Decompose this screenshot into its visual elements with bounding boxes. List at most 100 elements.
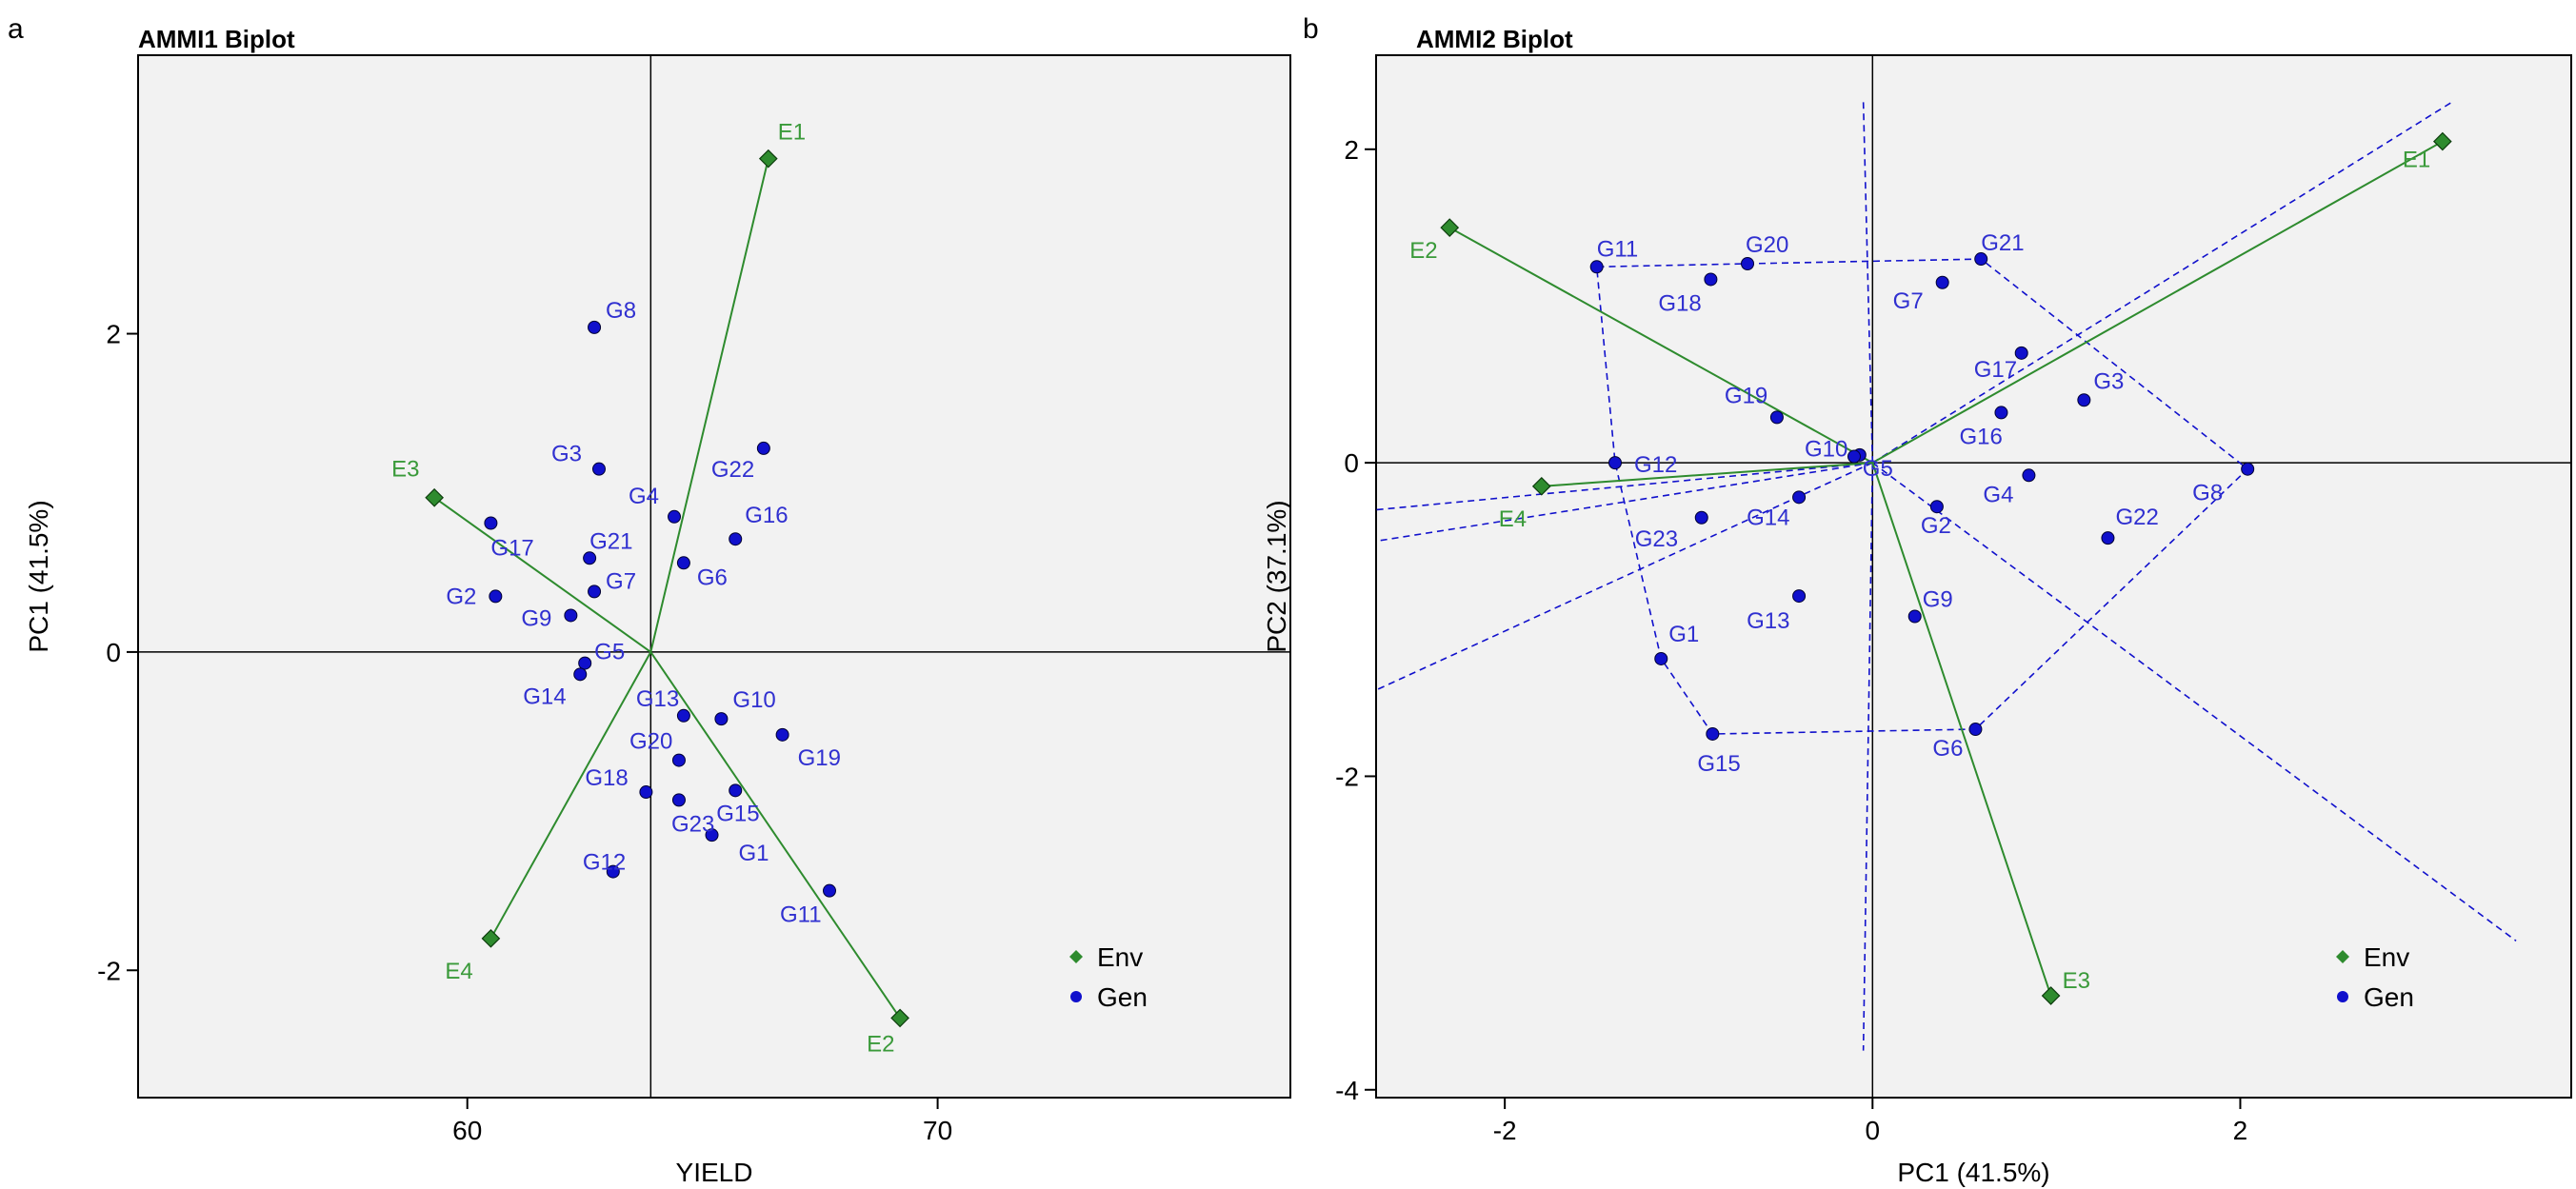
genotype-point [2022, 468, 2036, 483]
genotype-label: G5 [1863, 456, 1893, 482]
legend: Env Gen [1069, 942, 1148, 1012]
genotype-point [668, 509, 682, 524]
genotype-label: G22 [711, 457, 754, 483]
environment-label: E2 [1409, 238, 1437, 264]
x-tick-label: 70 [923, 1116, 952, 1145]
x-axis-title: PC1 (41.5%) [1897, 1158, 2049, 1187]
genotype-label: G21 [589, 528, 632, 554]
genotype-label: G6 [1932, 736, 1963, 762]
environment-point [2041, 986, 2061, 1005]
genotype-label: G9 [521, 605, 551, 631]
genotype-point [588, 320, 602, 334]
y-tick-label: 0 [1344, 448, 1359, 478]
environment-point [758, 149, 778, 168]
sector-ray [1862, 102, 1874, 464]
genotype-point [1792, 490, 1807, 505]
legend: Env Gen [2336, 942, 2414, 1012]
genotype-label: G15 [716, 801, 759, 826]
genotype-point [1792, 589, 1807, 604]
sector-ray [1375, 462, 1873, 511]
genotype-point [676, 556, 690, 570]
genotype-label: G7 [1893, 288, 1924, 314]
genotype-point [671, 793, 686, 807]
genotype-point [489, 589, 503, 604]
plot-area [137, 54, 1291, 1099]
environment-label: E3 [2063, 968, 2090, 994]
legend-env-marker [2336, 950, 2349, 963]
genotype-point [823, 883, 836, 898]
genotype-label: G4 [629, 484, 659, 509]
y-tick-label: 0 [106, 638, 121, 667]
plot-area [1375, 54, 2572, 1099]
genotype-label: G16 [1959, 424, 2002, 449]
genotype-label: G3 [2093, 368, 2124, 394]
genotype-label: G13 [636, 686, 679, 712]
environment-label: E1 [778, 120, 806, 146]
genotype-point [676, 708, 690, 723]
genotype-point [1741, 257, 1755, 270]
genotype-label: G23 [1635, 526, 1678, 552]
genotype-label: G19 [798, 745, 841, 771]
genotype-point [671, 753, 686, 767]
genotype-label: G13 [1747, 608, 1789, 634]
genotype-label: G12 [1634, 452, 1677, 478]
x-tick-label: -2 [1493, 1116, 1517, 1145]
genotype-label: G17 [1974, 357, 2017, 383]
environment-point [2432, 131, 2452, 151]
sector-ray [1862, 463, 1874, 1051]
genotype-point [1907, 609, 1922, 624]
env-vector [433, 496, 651, 653]
genotype-label: G18 [585, 765, 628, 791]
environment-label: E1 [2403, 148, 2430, 173]
panel-letter: b [1303, 13, 1319, 45]
genotype-point [729, 532, 743, 546]
genotype-label: G4 [1983, 482, 2013, 507]
genotype-point [564, 608, 578, 623]
genotype-point [639, 785, 653, 800]
genotype-point [484, 516, 498, 530]
environment-point [425, 487, 444, 507]
legend-gen-marker [1070, 991, 1082, 1002]
genotype-point [1706, 726, 1720, 741]
x-tick-label: 2 [2233, 1116, 2248, 1145]
genotype-label: G1 [1668, 622, 1699, 647]
genotype-label: G11 [780, 902, 822, 928]
genotype-point [592, 462, 606, 476]
genotype-label: G16 [745, 503, 788, 528]
legend-gen-label: Gen [2364, 982, 2414, 1012]
genotype-point [1769, 410, 1784, 425]
y-axis-title: PC2 (37.1%) [1262, 500, 1291, 652]
genotype-label: G10 [1805, 437, 1847, 463]
env-vector [1871, 140, 2444, 464]
environment-point [1531, 476, 1551, 496]
genotype-point [588, 585, 602, 599]
genotype-label: G11 [1597, 236, 1639, 262]
y-axis-title: PC1 (41.5%) [24, 500, 53, 652]
genotype-point [583, 551, 597, 565]
genotype-label: G14 [1747, 505, 1789, 530]
environment-point [1440, 218, 1460, 237]
x-axis-title: YIELD [676, 1158, 753, 1187]
chart-title: AMMI2 Biplot [1416, 25, 1573, 53]
genotype-label: G2 [446, 584, 476, 609]
genotype-point [756, 441, 770, 455]
genotype-point [606, 864, 620, 879]
environment-label: E4 [1499, 506, 1527, 532]
genotype-point [729, 783, 743, 798]
environment-label: E4 [445, 959, 472, 984]
sector-ray [1375, 462, 1873, 543]
genotype-point [1654, 651, 1668, 665]
genotype-label: G23 [671, 811, 714, 837]
genotype-point [1694, 510, 1708, 525]
genotype-label: G20 [1746, 232, 1788, 258]
genotype-point [714, 712, 729, 726]
genotype-point [2077, 393, 2091, 407]
legend-env-label: Env [2364, 942, 2409, 972]
panel-b: b AMMI2 Biplot G1 G2 G3 G4 G5 G6 G7 G8 G9 G10 G11 G12… [1262, 13, 2572, 1187]
genotype-label: G3 [551, 442, 582, 467]
environment-label: E2 [867, 1031, 894, 1057]
genotype-point [573, 667, 588, 682]
genotype-point [1704, 272, 1718, 287]
genotype-label: G1 [739, 841, 769, 866]
genotype-label: G21 [1981, 230, 2024, 256]
